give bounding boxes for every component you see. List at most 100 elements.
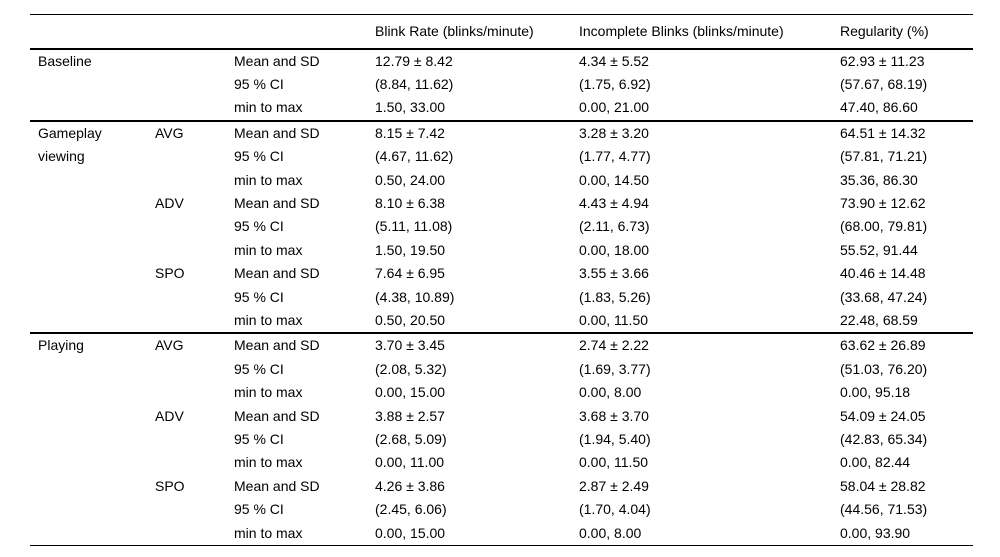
incomplete-blinks-cell: 3.55 ± 3.66 (579, 265, 649, 282)
blink-rate-cell: 3.88 ± 2.57 (375, 407, 445, 424)
regularity-cell: 35.36, 86.30 (840, 171, 918, 188)
blink-rate-cell: (2.45, 6.06) (375, 501, 447, 518)
table-row: min to max 0.00, 15.00 0.00, 8.00 0.00, 93.… (30, 522, 973, 546)
stat-label-cell: 95 % CI (234, 431, 284, 447)
blink-rate-cell: 0.00, 15.00 (375, 384, 446, 401)
incomplete-blinks-cell: 0.00, 14.50 (579, 171, 650, 188)
incomplete-blinks-cell: (1.77, 4.77) (579, 148, 651, 165)
table-row: 95 % CI (4.67, 11.62) (1.77, 4.77) (57.81, … (30, 145, 973, 168)
blink-rate-cell: 7.64 ± 6.95 (375, 265, 445, 282)
table-row: ADV Mean and SD 3.88 ± 2.57 3.68 ± 3.70 54.0… (30, 405, 973, 428)
subgroup-cell: AVG (147, 119, 226, 192)
regularity-cell: 58.04 ± 28.82 (840, 477, 926, 494)
stat-label-cell: Mean and SD (226, 332, 367, 358)
stat-label-cell: Mean and SD (234, 477, 320, 494)
subgroup-cell: SPO (155, 477, 185, 494)
table-row: Playing AVG Mean and SD 3.70 ± 3.45 2.74 ± 2… (30, 332, 973, 546)
subgroup-cell: AVG (147, 332, 226, 405)
results-table: Blink Rate (blinks/minute) Incomplete Bl… (30, 14, 973, 547)
regularity-cell: 22.48, 68.59 (840, 311, 918, 328)
incomplete-blinks-cell: 0.00, 18.00 (579, 241, 650, 258)
header-cell-stat-empty (226, 14, 367, 50)
stat-label-cell: min to max (234, 384, 303, 401)
table-row: 95 % CI (5.11, 11.08) (2.11, 6.73) (68.00, … (30, 215, 973, 238)
header-cell-subgroup-empty (147, 14, 226, 50)
incomplete-blinks-cell: 0.00, 21.00 (579, 99, 650, 116)
condition-cell: Baseline (30, 47, 147, 121)
blink-rate-cell: (5.11, 11.08) (375, 218, 453, 235)
regularity-cell: (68.00, 79.81) (840, 218, 928, 235)
incomplete-blinks-cell: 4.43 ± 4.94 (579, 194, 649, 211)
stat-label-cell: Mean and SD (234, 265, 320, 282)
subgroup-cell: SPO (155, 265, 185, 282)
table-row: 95 % CI (2.08, 5.32) (1.69, 3.77) (51.03, 7… (30, 358, 973, 381)
stat-label-cell: Mean and SD (226, 47, 367, 73)
regularity-cell: 54.09 ± 24.05 (840, 407, 926, 424)
regularity-cell: (57.67, 68.19) (840, 75, 928, 92)
regularity-cell: (33.68, 47.24) (840, 288, 928, 305)
regularity-cell: 62.93 ± 11.23 (832, 47, 973, 73)
column-header-incomplete-blinks: Incomplete Blinks (blinks/minute) (571, 14, 832, 50)
regularity-cell: 64.51 ± 14.32 (832, 119, 973, 146)
incomplete-blinks-cell: (1.70, 4.04) (579, 501, 651, 518)
incomplete-blinks-cell: 3.68 ± 3.70 (579, 407, 649, 424)
table-row: 95 % CI (4.38, 10.89) (1.83, 5.26) (33.68, … (30, 286, 973, 309)
subgroup-cell (147, 47, 226, 121)
regularity-cell: (42.83, 65.34) (840, 431, 928, 447)
blink-rate-cell: 0.50, 24.00 (375, 171, 446, 188)
table-row: SPO Mean and SD 4.26 ± 3.86 2.87 ± 2.49 58.0… (30, 475, 973, 498)
subgroup-cell: ADV (155, 407, 184, 424)
incomplete-blinks-cell: 2.74 ± 2.22 (571, 332, 832, 358)
stat-label-cell: Mean and SD (226, 119, 367, 146)
stat-label-cell: Mean and SD (234, 194, 320, 211)
incomplete-blinks-cell: (1.83, 5.26) (579, 288, 651, 305)
condition-cell: Gameplay viewing (30, 119, 147, 334)
blink-rate-cell: 0.00, 15.00 (375, 524, 446, 541)
incomplete-blinks-cell: 0.00, 11.50 (579, 311, 649, 328)
table-row: Gameplay viewing AVG Mean and SD 8.15 ± 7.4… (30, 119, 973, 334)
incomplete-blinks-cell: (1.94, 5.40) (579, 431, 651, 447)
blink-rate-cell: 0.00, 11.00 (375, 454, 445, 471)
incomplete-blinks-cell: 0.00, 8.00 (579, 524, 642, 541)
blink-rate-cell: 4.26 ± 3.86 (375, 477, 445, 494)
incomplete-blinks-cell: 4.34 ± 5.52 (571, 47, 832, 73)
incomplete-blinks-cell: 0.00, 8.00 (579, 384, 642, 401)
table-row: min to max 1.50, 33.00 0.00, 21.00 47.40, 8… (30, 96, 973, 120)
blink-rate-cell: (4.38, 10.89) (375, 288, 455, 305)
table-row: ADV Mean and SD 8.10 ± 6.38 4.43 ± 4.94 73.9… (30, 192, 973, 215)
stat-label-cell: Mean and SD (234, 407, 320, 424)
table-row: min to max 0.00, 15.00 0.00, 8.00 0.00, 95.… (30, 381, 973, 404)
regularity-cell: 40.46 ± 14.48 (840, 265, 926, 282)
incomplete-blinks-cell: (1.69, 3.77) (579, 360, 651, 377)
stat-label-cell: 95 % CI (234, 148, 284, 165)
regularity-cell: 0.00, 82.44 (840, 454, 911, 471)
stat-label-cell: min to max (234, 241, 303, 258)
blink-rate-cell: 12.79 ± 8.42 (367, 47, 571, 73)
table-row: 95 % CI (2.45, 6.06) (1.70, 4.04) (44.56, 7… (30, 498, 973, 521)
regularity-cell: 0.00, 95.18 (840, 384, 911, 401)
stat-label-cell: min to max (234, 171, 303, 188)
blink-rate-cell: 3.70 ± 3.45 (367, 332, 571, 358)
blink-rate-cell: 1.50, 33.00 (375, 99, 446, 116)
table-row: min to max 0.50, 20.50 0.00, 11.50 22.48, 6… (30, 309, 973, 333)
incomplete-blinks-cell: (2.11, 6.73) (579, 218, 650, 235)
regularity-cell: (57.81, 71.21) (840, 148, 928, 165)
subgroup-cell: ADV (155, 194, 184, 211)
column-header-blink-rate: Blink Rate (blinks/minute) (367, 14, 571, 50)
stat-label-cell: 95 % CI (234, 75, 284, 92)
table-row: 95 % CI (2.68, 5.09) (1.94, 5.40) (42.83, 6… (30, 428, 973, 451)
condition-cell: Playing (30, 332, 147, 546)
blink-rate-cell: (2.08, 5.32) (375, 360, 447, 377)
stat-label-cell: 95 % CI (234, 360, 284, 377)
stat-label-cell: min to max (234, 524, 303, 541)
table-row: 95 % CI (8.84, 11.62) (1.75, 6.92) (57.67, … (30, 73, 973, 96)
stat-label-cell: 95 % CI (234, 218, 284, 235)
stat-label-cell: 95 % CI (234, 501, 284, 518)
table-body: Baseline Mean and SD 12.79 ± 8.42 4.34 ± 5.… (30, 47, 973, 546)
incomplete-blinks-cell: 2.87 ± 2.49 (579, 477, 649, 494)
regularity-cell: (51.03, 76.20) (840, 360, 928, 377)
regularity-cell: 73.90 ± 12.62 (840, 194, 926, 211)
blink-rate-cell: (4.67, 11.62) (375, 148, 454, 165)
stat-label-cell: 95 % CI (234, 288, 284, 305)
